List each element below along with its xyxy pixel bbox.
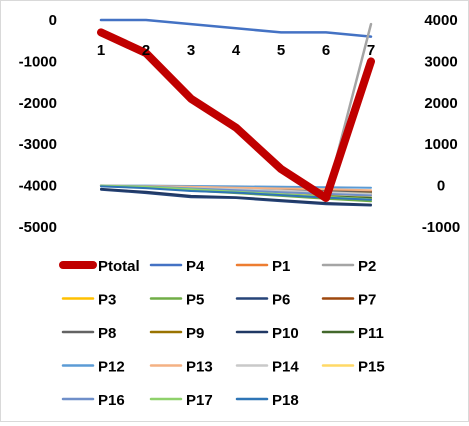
y-right-tick-labels: 4000 3000 2000 1000 0 -1000 [422, 12, 460, 236]
legend-label: P2 [358, 258, 376, 275]
y-left-tick-label: -3000 [19, 136, 57, 153]
legend-item-p17: P17 [149, 392, 213, 409]
y-left-tick-label: 0 [49, 12, 57, 29]
x-tick-label: 6 [322, 42, 330, 59]
y-right-tick-label: 3000 [424, 53, 457, 70]
legend-label: P10 [272, 325, 299, 342]
legend-item-p8: P8 [61, 325, 116, 342]
legend-item-p2: P2 [321, 258, 376, 275]
series-line-p4 [99, 18, 373, 38]
legend-label: P1 [272, 258, 290, 275]
legend-label: P15 [358, 359, 385, 376]
legend-item-p6: P6 [235, 292, 290, 309]
legend-label: P17 [186, 392, 213, 409]
legend-label: P7 [358, 292, 376, 309]
series-layer [97, 18, 375, 207]
series-line-p10 [100, 187, 372, 206]
legend-label: P12 [98, 359, 125, 376]
y-right-tick-label: -1000 [422, 219, 460, 236]
legend-item-p7: P7 [321, 292, 376, 309]
legend-item-p18: P18 [235, 392, 299, 409]
legend-label: P13 [186, 359, 213, 376]
legend-label: P8 [98, 325, 116, 342]
legend-item-p10: P10 [235, 325, 299, 342]
legend-item-p12: P12 [61, 359, 125, 376]
y-right-tick-label: 4000 [424, 12, 457, 29]
y-left-tick-labels: 0 -1000 -2000 -3000 -4000 -5000 [19, 12, 57, 236]
legend-item-p14: P14 [235, 359, 299, 376]
x-tick-label: 7 [367, 42, 375, 59]
legend-item-p13: P13 [149, 359, 213, 376]
legend-item-p4: P4 [149, 258, 205, 275]
x-tick-label: 4 [232, 42, 241, 59]
legend-item-p3: P3 [61, 292, 116, 309]
legend-item-p16: P16 [61, 392, 125, 409]
legend-label: P14 [272, 359, 299, 376]
x-tick-label: 1 [97, 42, 105, 59]
x-tick-labels: 1 2 3 4 5 6 7 [97, 42, 375, 59]
y-right-tick-label: 2000 [424, 95, 457, 112]
legend: Ptotal P4 P1 P2 P3 P5 P6 P7 P8 P9 P10 P11 P12 P13 P14 P… [59, 258, 385, 409]
y-left-tick-label: -5000 [19, 219, 57, 236]
legend-label: P3 [98, 292, 116, 309]
y-left-tick-label: -1000 [19, 53, 57, 70]
legend-label: P9 [186, 325, 204, 342]
legend-item-p11: P11 [321, 325, 384, 342]
series-line-ptotal [97, 28, 375, 202]
legend-label: Ptotal [98, 258, 140, 275]
x-tick-label: 2 [142, 42, 150, 59]
legend-label: P5 [186, 292, 204, 309]
legend-item-p15: P15 [321, 359, 385, 376]
x-tick-label: 5 [277, 42, 285, 59]
legend-label: P18 [272, 392, 299, 409]
legend-label: P6 [272, 292, 290, 309]
legend-item-p9: P9 [149, 325, 204, 342]
legend-item-p5: P5 [149, 292, 204, 309]
legend-item-ptotal: Ptotal [59, 258, 140, 275]
legend-item-p1: P1 [235, 258, 290, 275]
x-tick-label: 3 [187, 42, 195, 59]
y-right-tick-label: 0 [437, 178, 445, 195]
legend-label: P4 [186, 258, 205, 275]
y-left-tick-label: -4000 [19, 178, 57, 195]
legend-label: P11 [358, 325, 384, 342]
y-left-tick-label: -2000 [19, 95, 57, 112]
y-right-tick-label: 1000 [424, 136, 457, 153]
legend-label: P16 [98, 392, 125, 409]
